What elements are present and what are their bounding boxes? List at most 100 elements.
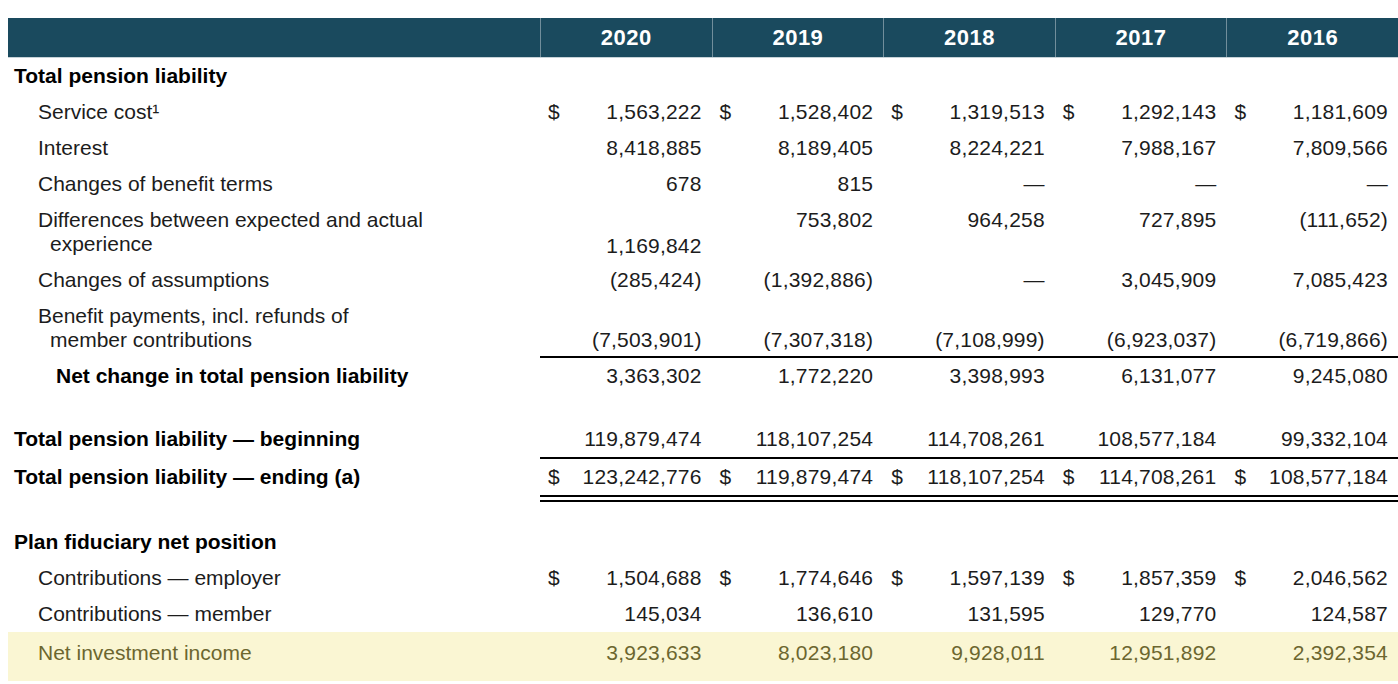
value-cell: $123,242,776 bbox=[540, 459, 712, 495]
year-header-row: 2020 2019 2018 2017 2016 bbox=[8, 18, 1398, 58]
value-cell: 8,189,405 bbox=[712, 130, 884, 166]
value-cell: 2,392,354 bbox=[1226, 632, 1398, 671]
value-cell: 678 bbox=[540, 166, 712, 202]
spacer bbox=[8, 394, 1398, 421]
table-row-service-cost: Service cost¹ $1,563,222 $1,528,402 $1,3… bbox=[8, 94, 1398, 130]
row-label: Contributions — member bbox=[8, 596, 540, 632]
row-values: (285,424) (1,392,886) — 3,045,909 7,085,… bbox=[540, 262, 1398, 298]
value-cell: 8,418,885 bbox=[540, 130, 712, 166]
section-title: Plan fiduciary net position bbox=[8, 524, 540, 560]
dollar-sign: $ bbox=[1234, 566, 1246, 590]
row-label-line2: experience bbox=[38, 232, 540, 256]
dollar-sign: $ bbox=[1063, 566, 1075, 590]
value-cell: $114,708,261 bbox=[1055, 459, 1227, 495]
row-values: 145,034 136,610 131,595 129,770 124,587 bbox=[540, 596, 1398, 632]
row-label: Net investment income bbox=[8, 632, 540, 671]
value-cell: 3,363,302 bbox=[540, 358, 712, 394]
value-cell: $119,879,474 bbox=[712, 459, 884, 495]
row-label: Changes of assumptions bbox=[8, 262, 540, 298]
spacer bbox=[8, 502, 1398, 524]
value-cell: — bbox=[1226, 166, 1398, 202]
value-cell: 753,802 bbox=[712, 202, 884, 262]
value-cell: 3,398,993 bbox=[883, 358, 1055, 394]
row-label: Total pension liability — beginning bbox=[8, 421, 540, 457]
dollar-sign: $ bbox=[891, 465, 903, 489]
value-cell: $1,597,139 bbox=[883, 560, 1055, 596]
table-row-contributions-employer: Contributions — employer $1,504,688 $1,7… bbox=[8, 560, 1398, 596]
year-header-2018: 2018 bbox=[883, 18, 1055, 57]
value-cell: $108,577,184 bbox=[1226, 459, 1398, 495]
dollar-sign: $ bbox=[1234, 100, 1246, 124]
value-cell: $1,292,143 bbox=[1055, 94, 1227, 130]
value-cell: (6,923,037) bbox=[1055, 298, 1227, 356]
section-row-total-pension-liability: Total pension liability bbox=[8, 58, 1398, 94]
value-cell: 6,131,077 bbox=[1055, 358, 1227, 394]
row-label-line1: Benefit payments, incl. refunds of bbox=[38, 304, 349, 327]
section-row-plan-fiduciary: Plan fiduciary net position bbox=[8, 524, 1398, 560]
row-values: (7,503,901) (7,307,318) (7,108,999) (6,9… bbox=[540, 298, 1398, 358]
row-values: 3,923,633 8,023,180 9,928,011 12,951,892… bbox=[540, 632, 1398, 671]
value-cell: 3,045,909 bbox=[1055, 262, 1227, 298]
year-header-2016: 2016 bbox=[1226, 18, 1398, 57]
value-cell: 131,595 bbox=[883, 596, 1055, 632]
value-cell: 124,587 bbox=[1226, 596, 1398, 632]
table-row-tpl-ending: Total pension liability — ending (a) $12… bbox=[8, 459, 1398, 502]
row-values: $1,504,688 $1,774,646 $1,597,139 $1,857,… bbox=[540, 560, 1398, 596]
value-cell: (285,424) bbox=[540, 262, 712, 298]
table-row-tpl-beginning: Total pension liability — beginning 119,… bbox=[8, 421, 1398, 459]
dollar-sign: $ bbox=[720, 566, 732, 590]
value-cell: $2,046,562 bbox=[1226, 560, 1398, 596]
value-cell: $1,857,359 bbox=[1055, 560, 1227, 596]
value-cell: (111,652) bbox=[1226, 202, 1398, 262]
row-label: Benefit payments, incl. refunds ofmember… bbox=[8, 298, 540, 358]
year-header-2020: 2020 bbox=[540, 18, 712, 57]
value-cell: 7,085,423 bbox=[1226, 262, 1398, 298]
row-label: Changes of benefit terms bbox=[8, 166, 540, 202]
row-values: 119,879,474 118,107,254 114,708,261 108,… bbox=[540, 421, 1398, 459]
value-cell: $118,107,254 bbox=[883, 459, 1055, 495]
value-cell: 815 bbox=[712, 166, 884, 202]
dollar-sign: $ bbox=[1063, 100, 1075, 124]
dollar-sign: $ bbox=[548, 566, 560, 590]
value-cell: 1,772,220 bbox=[712, 358, 884, 394]
value-cell: $1,774,646 bbox=[712, 560, 884, 596]
dollar-sign: $ bbox=[891, 100, 903, 124]
table-row-changes-assumptions: Changes of assumptions (285,424) (1,392,… bbox=[8, 262, 1398, 298]
value-cell: 108,577,184 bbox=[1055, 421, 1227, 457]
value-cell: (7,108,999) bbox=[883, 298, 1055, 356]
row-label: Service cost¹ bbox=[8, 94, 540, 130]
value-cell: 1,169,842 bbox=[540, 202, 712, 262]
value-cell: 129,770 bbox=[1055, 596, 1227, 632]
table-row-contributions-member: Contributions — member 145,034 136,610 1… bbox=[8, 596, 1398, 632]
dollar-sign: $ bbox=[548, 465, 560, 489]
row-label-line1: Differences between expected and actual bbox=[38, 208, 423, 231]
row-values: 3,363,302 1,772,220 3,398,993 6,131,077 … bbox=[540, 358, 1398, 394]
table-row-differences-experience: Differences between expected and actuale… bbox=[8, 202, 1398, 262]
value-cell: $1,504,688 bbox=[540, 560, 712, 596]
year-header-2017: 2017 bbox=[1055, 18, 1227, 57]
value-cell: 114,708,261 bbox=[883, 421, 1055, 457]
value-cell: $1,563,222 bbox=[540, 94, 712, 130]
value-cell: 12,951,892 bbox=[1055, 632, 1227, 671]
value-cell: — bbox=[883, 262, 1055, 298]
dollar-sign: $ bbox=[548, 100, 560, 124]
value-cell: 964,258 bbox=[883, 202, 1055, 262]
value-cell: $1,528,402 bbox=[712, 94, 884, 130]
dollar-sign: $ bbox=[891, 566, 903, 590]
header-label-spacer bbox=[8, 18, 540, 57]
table-row-changes-benefit-terms: Changes of benefit terms 678 815 — — — bbox=[8, 166, 1398, 202]
value-cell: 145,034 bbox=[540, 596, 712, 632]
value-cell: 99,332,104 bbox=[1226, 421, 1398, 457]
value-cell: 8,023,180 bbox=[712, 632, 884, 671]
dollar-sign: $ bbox=[720, 100, 732, 124]
table-row-net-investment-income: Net investment income 3,923,633 8,023,18… bbox=[8, 632, 1398, 681]
pension-schedule-table: 2020 2019 2018 2017 2016 Total pension l… bbox=[8, 18, 1398, 681]
dollar-sign: $ bbox=[1234, 465, 1246, 489]
value-cell: 119,879,474 bbox=[540, 421, 712, 457]
value-cell: (7,307,318) bbox=[712, 298, 884, 356]
value-cell: 3,923,633 bbox=[540, 632, 712, 671]
value-cell: 136,610 bbox=[712, 596, 884, 632]
year-header-2019: 2019 bbox=[712, 18, 884, 57]
value-cell: 118,107,254 bbox=[712, 421, 884, 457]
row-label-line2: member contributions bbox=[38, 328, 540, 352]
